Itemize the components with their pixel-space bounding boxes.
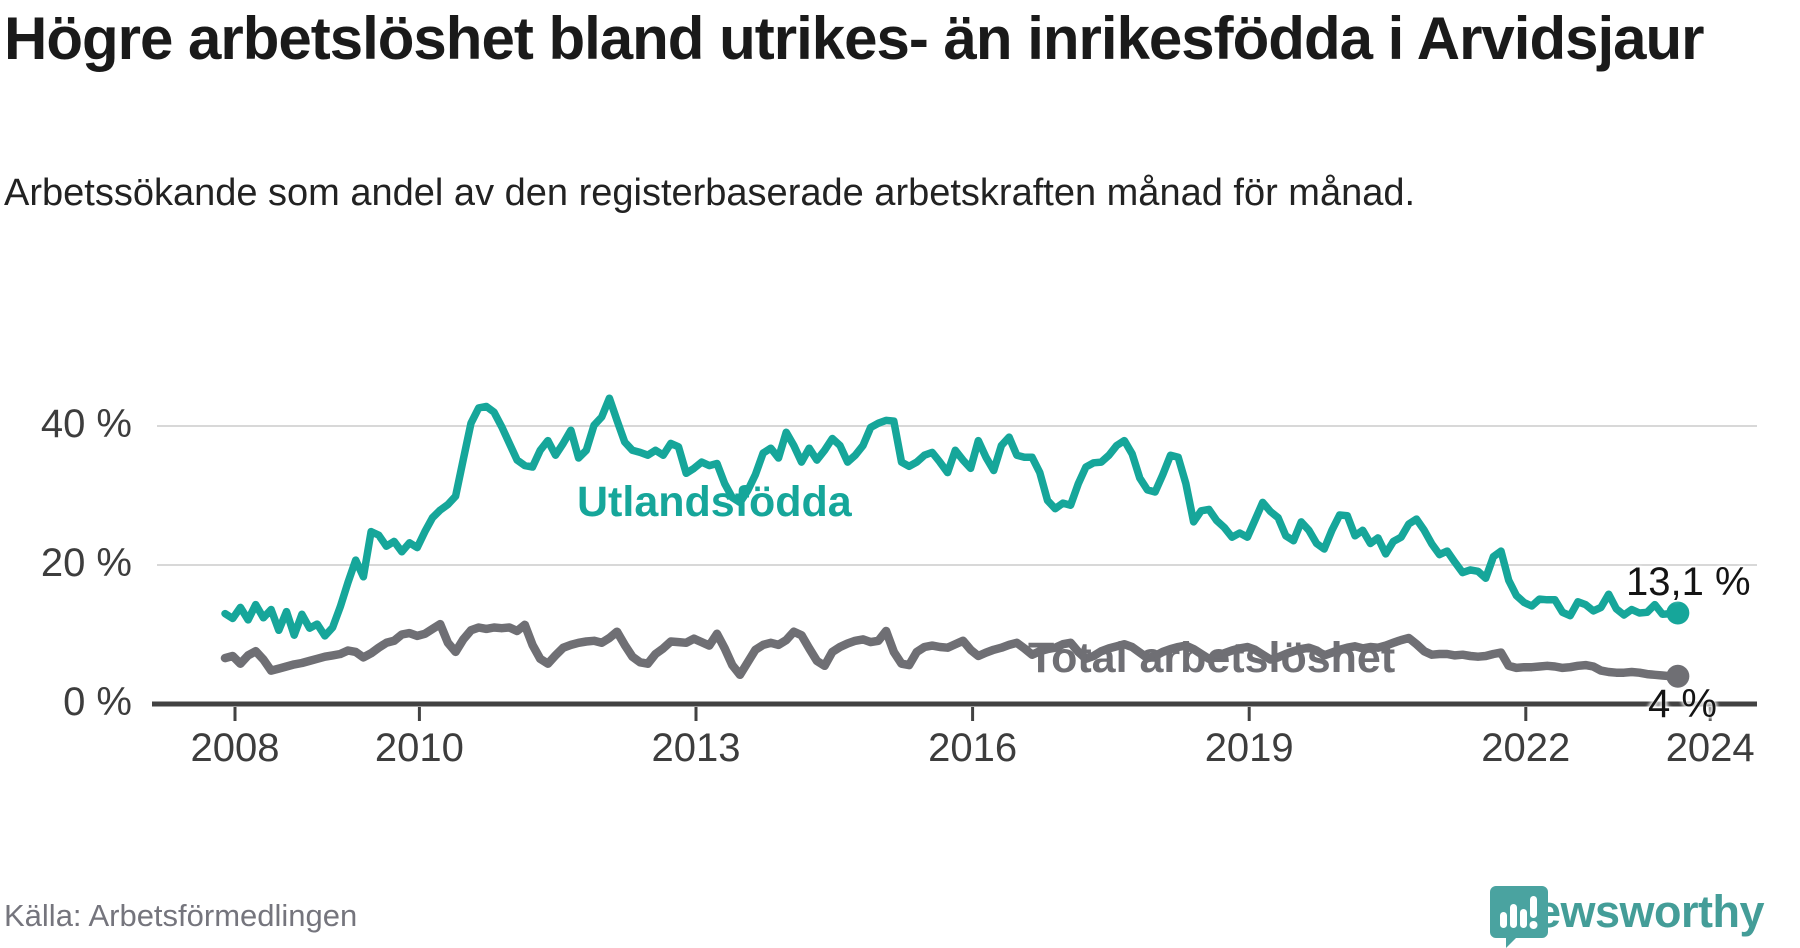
exclamation-dot xyxy=(1529,921,1538,929)
chart-subtitle: Arbetssökande som andel av den registerb… xyxy=(4,172,1416,214)
x-tick-label-2024: 2024 xyxy=(1665,726,1755,770)
newsworthy-logo-icon xyxy=(1490,886,1548,948)
bar-2 xyxy=(1510,904,1517,928)
exclamation-bar xyxy=(1530,896,1537,918)
bar-1 xyxy=(1500,912,1507,928)
x-tick-label-2016: 2016 xyxy=(928,726,1018,770)
line-total xyxy=(220,619,1683,681)
x-tick-label-2022: 2022 xyxy=(1481,726,1571,770)
x-tick-label-2010: 2010 xyxy=(374,726,464,770)
x-tick-label-2013: 2013 xyxy=(651,726,741,770)
end-dot-utlandsfodda xyxy=(1666,601,1690,625)
y-tick-label-20: 20 % xyxy=(40,541,132,585)
x-tick-label-2008: 2008 xyxy=(190,726,280,770)
x-tick-label-2019: 2019 xyxy=(1204,726,1294,770)
newsworthy-logo: Newsworthy xyxy=(1490,886,1765,948)
end-dot-total xyxy=(1666,664,1690,688)
end-value-label-total: 4 % xyxy=(1648,682,1717,726)
line-utlandsfodda xyxy=(221,394,1682,640)
page-title: Högre arbetslöshet bland utrikes- än inr… xyxy=(4,5,1705,72)
speech-bubble-shape xyxy=(1490,886,1548,948)
bar-3 xyxy=(1520,909,1527,928)
series-label-total-arbetsloshet: Total arbetslöshet xyxy=(1028,634,1396,682)
y-tick-label-0: 0 % xyxy=(63,680,132,724)
source-text: Källa: Arbetsförmedlingen xyxy=(4,898,358,933)
y-tick-label-40: 40 % xyxy=(40,402,132,446)
end-value-label-utlandsfodda: 13,1 % xyxy=(1626,560,1751,604)
series-label-utlandsfodda: Utlandsfödda xyxy=(577,478,852,526)
